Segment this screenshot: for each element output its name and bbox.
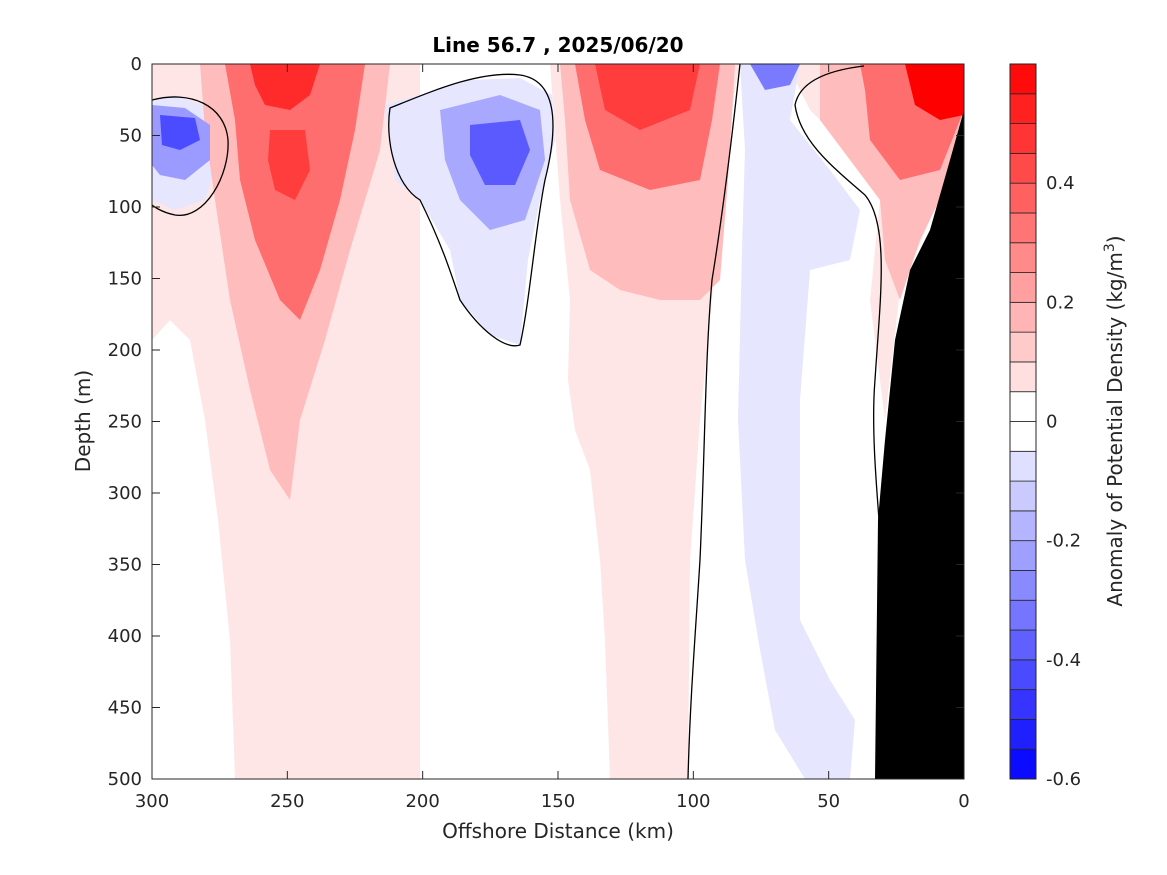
y-axis: 0 50 100 150 200 250 300 350 400 450 500	[108, 54, 964, 790]
x-tick-label: 0	[958, 791, 969, 812]
colorbar-level	[1009, 748, 1037, 780]
y-tick-label: 200	[108, 340, 142, 361]
y-tick-label: 250	[108, 412, 142, 433]
x-tick-label: 250	[270, 791, 304, 812]
colorbar-level	[1009, 570, 1037, 601]
x-tick-label: 100	[676, 791, 710, 812]
colorbar-tick-label: 0	[1046, 412, 1057, 433]
x-tick-label: 200	[405, 791, 439, 812]
light-negative-region-shelf	[738, 64, 860, 779]
core-positive-region-west	[250, 64, 320, 110]
colorbar-level	[1009, 391, 1037, 422]
zero-contour-offshore	[388, 73, 554, 347]
colorbar-level	[1009, 272, 1037, 303]
x-tick-label: 50	[817, 791, 840, 812]
colorbar	[1009, 63, 1037, 780]
colorbar-tick-label: -0.2	[1046, 531, 1081, 552]
colorbar-ticks: -0.6 -0.4 -0.2 0 0.2 0.4	[1046, 173, 1081, 790]
colorbar-tick-label: 0.4	[1046, 173, 1075, 194]
colorbar-level	[1009, 689, 1037, 720]
colorbar-level	[1009, 540, 1037, 571]
zero-contour-midshelf	[687, 64, 741, 779]
y-tick-label: 450	[108, 698, 142, 719]
y-tick-label: 100	[108, 197, 142, 218]
colorbar-level	[1009, 361, 1037, 393]
y-tick-label: 50	[119, 126, 142, 147]
x-axis: 300 250 200 150 100 50 0	[135, 64, 970, 812]
colorbar-label-main: Anomaly of Potential Density (kg/m	[1103, 252, 1127, 606]
bathymetry-shelf	[875, 110, 964, 779]
colorbar-level	[1009, 480, 1037, 512]
colorbar-level	[1009, 629, 1037, 661]
x-tick-label: 150	[541, 791, 575, 812]
x-tick-label: 300	[135, 791, 169, 812]
zero-contour-lines	[152, 64, 886, 779]
core-negative-region-west	[160, 115, 200, 150]
colorbar-frame	[1009, 63, 1037, 780]
colorbar-level	[1009, 510, 1037, 542]
field-layer	[152, 64, 964, 779]
y-tick-label: 350	[108, 555, 142, 576]
colorbar-label-sup: 3	[1102, 243, 1118, 252]
y-tick-label: 0	[131, 54, 142, 75]
colorbar-tick-label: 0.2	[1046, 292, 1075, 313]
core-negative-region-offshore	[470, 120, 530, 185]
y-tick-label: 300	[108, 483, 142, 504]
colorbar-tick-label: -0.4	[1046, 650, 1081, 671]
colorbar-level	[1009, 63, 1037, 95]
colorbar-label: Anomaly of Potential Density (kg/m3)	[1102, 235, 1127, 606]
x-axis-label: Offshore Distance (km)	[442, 819, 674, 843]
colorbar-level	[1009, 450, 1037, 482]
colorbar-level	[1009, 152, 1037, 184]
y-tick-label: 150	[108, 269, 142, 290]
y-tick-label: 500	[108, 769, 142, 790]
core-positive-region-central	[595, 64, 700, 130]
y-tick-label: 400	[108, 626, 142, 647]
colorbar-label-end: )	[1103, 235, 1127, 243]
colorbar-level	[1009, 659, 1037, 691]
colorbar-level	[1009, 242, 1037, 273]
core-negative-region-shelf	[750, 64, 800, 90]
colorbar-level	[1009, 93, 1037, 124]
colorbar-level	[1009, 421, 1037, 452]
colorbar-level	[1009, 123, 1037, 154]
colorbar-level	[1009, 301, 1037, 333]
zero-contour-west	[152, 96, 229, 216]
core-positive-region-east	[905, 64, 964, 120]
chart-title: Line 56.7 , 2025/06/20	[432, 33, 683, 57]
colorbar-level	[1009, 599, 1037, 631]
core-positive-region-west-deep	[268, 130, 310, 200]
colorbar-level	[1009, 182, 1037, 214]
y-axis-label: Depth (m)	[71, 370, 95, 472]
zero-contour-nearshore	[794, 65, 886, 601]
colorbar-level	[1009, 212, 1037, 244]
colorbar-tick-label: -0.6	[1046, 769, 1081, 790]
colorbar-level	[1009, 719, 1037, 750]
colorbar-level	[1009, 331, 1037, 363]
